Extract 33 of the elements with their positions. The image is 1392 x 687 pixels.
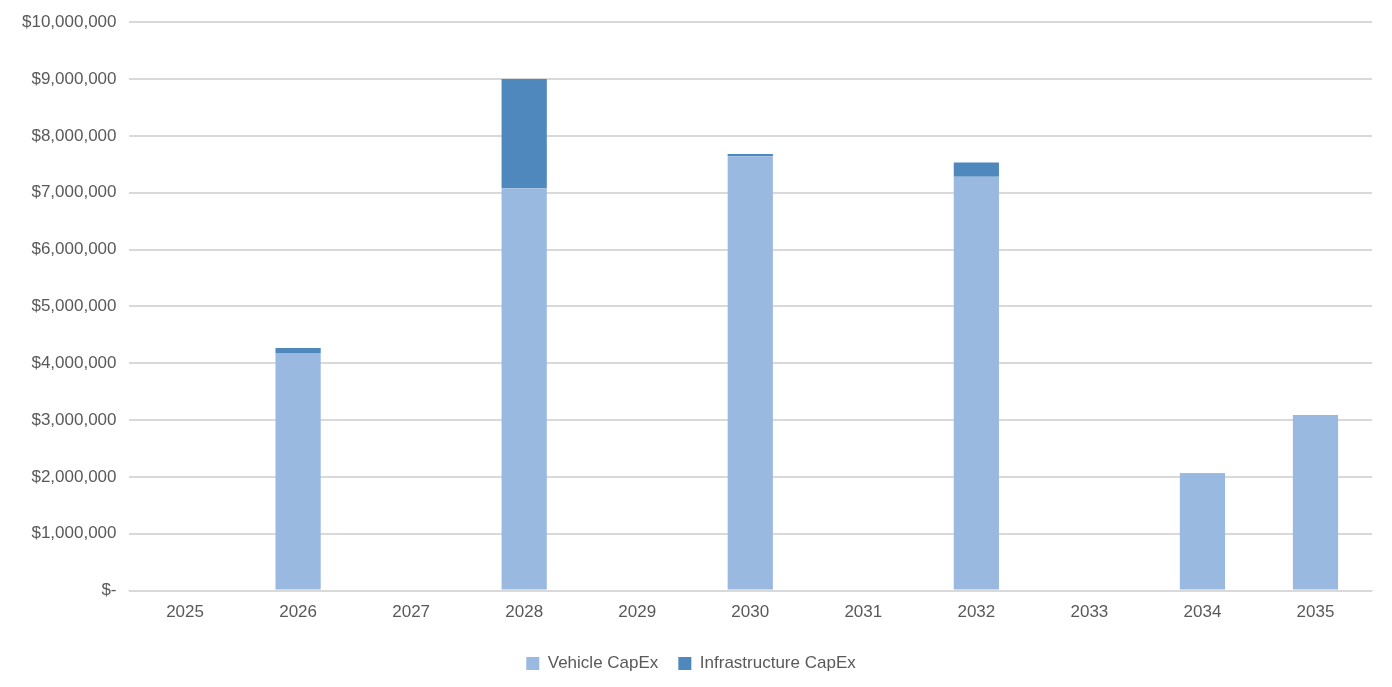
x-tick-label: 2033 bbox=[1070, 602, 1109, 622]
y-tick-label: $1,000,000 bbox=[31, 523, 117, 543]
bar bbox=[275, 347, 321, 354]
bar bbox=[727, 156, 773, 590]
y-tick-label: $5,000,000 bbox=[31, 296, 117, 316]
x-tick-label: 2034 bbox=[1183, 602, 1222, 622]
y-tick-label: $9,000,000 bbox=[31, 68, 117, 88]
x-tick-label: 2025 bbox=[166, 602, 204, 622]
legend-label: Infrastructure CapEx bbox=[699, 653, 857, 673]
bar bbox=[501, 79, 547, 189]
y-tick-label: $6,000,000 bbox=[31, 239, 117, 259]
legend-label: Vehicle CapEx bbox=[547, 653, 659, 673]
y-tick-label: $3,000,000 bbox=[31, 409, 117, 429]
y-tick-label: $2,000,000 bbox=[31, 466, 117, 486]
y-tick-label: $10,000,000 bbox=[21, 11, 117, 31]
bar bbox=[1179, 473, 1226, 590]
x-tick-label: 2028 bbox=[505, 602, 544, 622]
y-tick-label: $8,000,000 bbox=[31, 125, 117, 145]
x-tick-label: 2031 bbox=[844, 602, 883, 622]
bar bbox=[953, 162, 999, 177]
bar bbox=[953, 176, 999, 590]
x-tick-label: 2026 bbox=[279, 602, 318, 622]
y-tick-label: $- bbox=[101, 580, 117, 600]
bar bbox=[501, 188, 547, 590]
x-tick-label: 2029 bbox=[618, 602, 657, 622]
x-tick-label: 2032 bbox=[957, 602, 996, 622]
x-tick-label: 2030 bbox=[731, 602, 770, 622]
y-tick-label: $7,000,000 bbox=[31, 182, 117, 202]
bar bbox=[1292, 414, 1339, 590]
bar bbox=[275, 353, 321, 590]
y-tick-label: $4,000,000 bbox=[31, 352, 117, 372]
x-tick-label: 2027 bbox=[392, 602, 431, 622]
x-tick-label: 2035 bbox=[1296, 602, 1335, 622]
